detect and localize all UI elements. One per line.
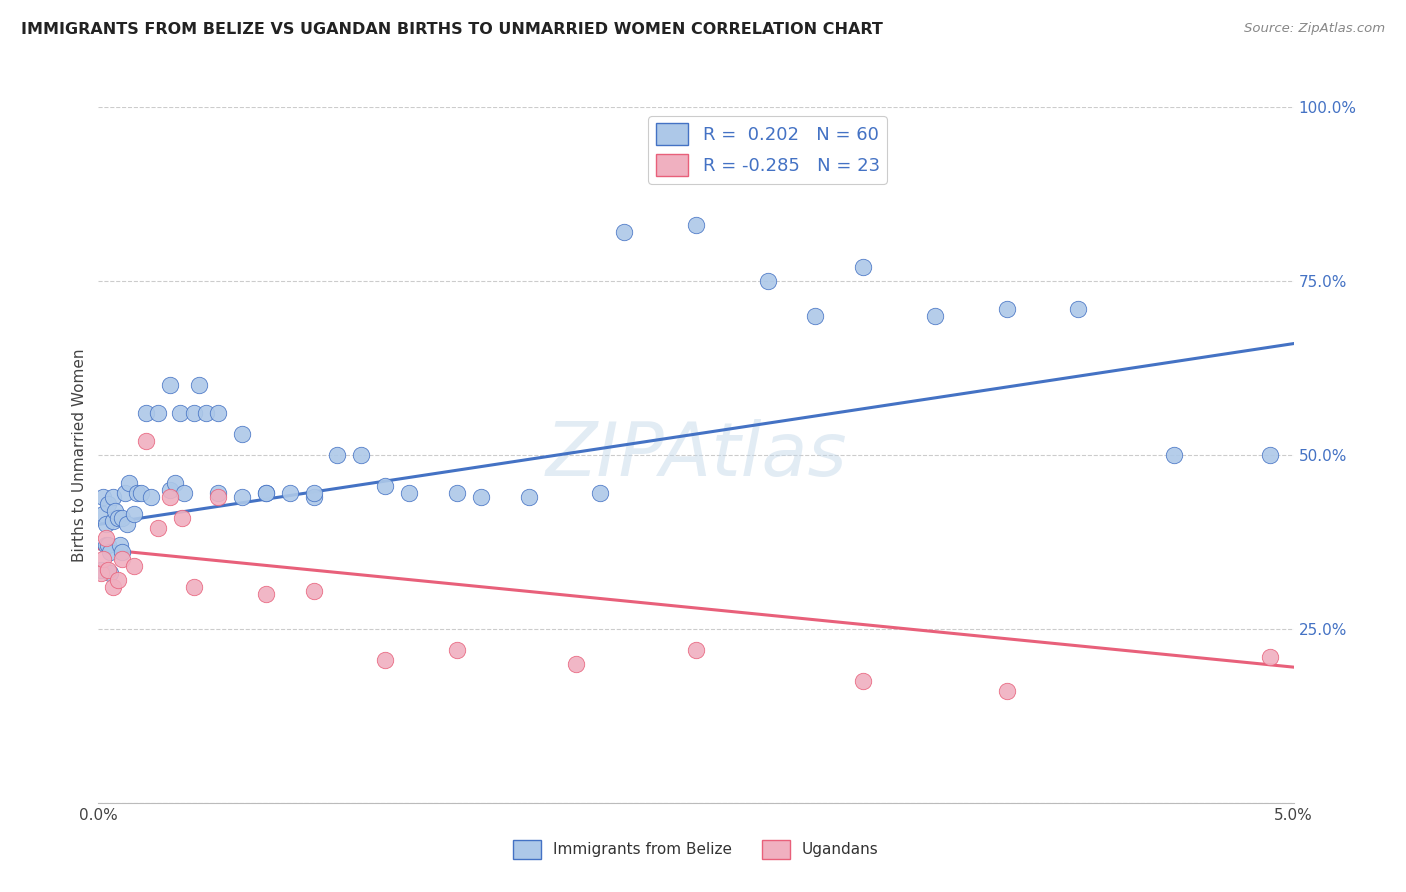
Point bbox=[685, 642, 707, 657]
Point bbox=[565, 657, 588, 671]
Point bbox=[924, 309, 946, 323]
Point bbox=[207, 486, 229, 500]
Point bbox=[326, 448, 349, 462]
Point bbox=[470, 490, 492, 504]
Point bbox=[101, 514, 124, 528]
Point bbox=[231, 427, 253, 442]
Point bbox=[111, 510, 134, 524]
Legend: Immigrants from Belize, Ugandans: Immigrants from Belize, Ugandans bbox=[508, 834, 884, 864]
Point bbox=[131, 486, 153, 500]
Point bbox=[374, 479, 396, 493]
Point bbox=[995, 301, 1018, 316]
Point bbox=[124, 559, 146, 574]
Point bbox=[135, 434, 157, 448]
Point bbox=[446, 642, 468, 657]
Point bbox=[107, 573, 129, 587]
Point bbox=[97, 538, 120, 552]
Point bbox=[90, 563, 112, 577]
Point bbox=[91, 552, 114, 566]
Point bbox=[685, 219, 707, 233]
Point bbox=[98, 566, 122, 581]
Point bbox=[115, 517, 138, 532]
Point bbox=[101, 580, 124, 594]
Point bbox=[1258, 448, 1281, 462]
Point bbox=[195, 406, 218, 420]
Point bbox=[1067, 301, 1090, 316]
Point bbox=[173, 486, 195, 500]
Point bbox=[278, 486, 301, 500]
Point bbox=[169, 406, 191, 420]
Point bbox=[350, 448, 373, 462]
Point bbox=[183, 580, 205, 594]
Point bbox=[517, 490, 540, 504]
Point bbox=[94, 538, 117, 552]
Point bbox=[139, 490, 162, 504]
Point bbox=[97, 497, 120, 511]
Point bbox=[207, 406, 229, 420]
Point bbox=[107, 510, 129, 524]
Point bbox=[1163, 448, 1185, 462]
Point bbox=[104, 503, 127, 517]
Point bbox=[756, 274, 779, 288]
Point bbox=[183, 406, 205, 420]
Point bbox=[94, 532, 117, 546]
Point bbox=[1258, 649, 1281, 664]
Point bbox=[111, 545, 134, 559]
Point bbox=[231, 490, 253, 504]
Point bbox=[589, 486, 612, 500]
Point bbox=[111, 552, 134, 566]
Point bbox=[114, 486, 136, 500]
Point bbox=[101, 490, 124, 504]
Point bbox=[91, 490, 114, 504]
Point bbox=[91, 507, 114, 521]
Point bbox=[995, 684, 1018, 698]
Point bbox=[159, 378, 181, 392]
Point bbox=[97, 563, 120, 577]
Point bbox=[207, 490, 229, 504]
Point bbox=[148, 521, 170, 535]
Point bbox=[446, 486, 468, 500]
Y-axis label: Births to Unmarried Women: Births to Unmarried Women bbox=[72, 348, 87, 562]
Point bbox=[163, 475, 186, 490]
Point bbox=[124, 507, 146, 521]
Point bbox=[852, 260, 875, 274]
Point bbox=[135, 406, 157, 420]
Point bbox=[302, 583, 325, 598]
Point bbox=[254, 587, 277, 601]
Point bbox=[94, 517, 117, 532]
Point bbox=[852, 674, 875, 689]
Text: IMMIGRANTS FROM BELIZE VS UGANDAN BIRTHS TO UNMARRIED WOMEN CORRELATION CHART: IMMIGRANTS FROM BELIZE VS UGANDAN BIRTHS… bbox=[21, 22, 883, 37]
Point bbox=[302, 486, 325, 500]
Point bbox=[90, 566, 112, 581]
Point bbox=[98, 545, 122, 559]
Point bbox=[254, 486, 277, 500]
Point bbox=[159, 490, 181, 504]
Point bbox=[302, 490, 325, 504]
Point bbox=[398, 486, 420, 500]
Text: ZIPAtlas: ZIPAtlas bbox=[546, 419, 846, 491]
Point bbox=[125, 486, 148, 500]
Point bbox=[118, 475, 141, 490]
Point bbox=[804, 309, 827, 323]
Point bbox=[187, 378, 209, 392]
Point bbox=[613, 225, 636, 239]
Point bbox=[159, 483, 181, 497]
Point bbox=[254, 486, 277, 500]
Point bbox=[108, 538, 131, 552]
Point bbox=[172, 510, 194, 524]
Point bbox=[148, 406, 170, 420]
Text: Source: ZipAtlas.com: Source: ZipAtlas.com bbox=[1244, 22, 1385, 36]
Point bbox=[374, 653, 396, 667]
